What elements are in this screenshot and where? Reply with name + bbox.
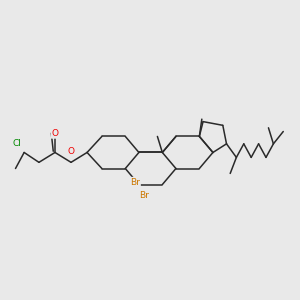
Text: Br: Br (139, 191, 149, 200)
Text: O: O (52, 129, 58, 138)
Text: Cl: Cl (12, 139, 21, 148)
Text: Br: Br (130, 178, 140, 187)
Text: O: O (68, 148, 74, 157)
